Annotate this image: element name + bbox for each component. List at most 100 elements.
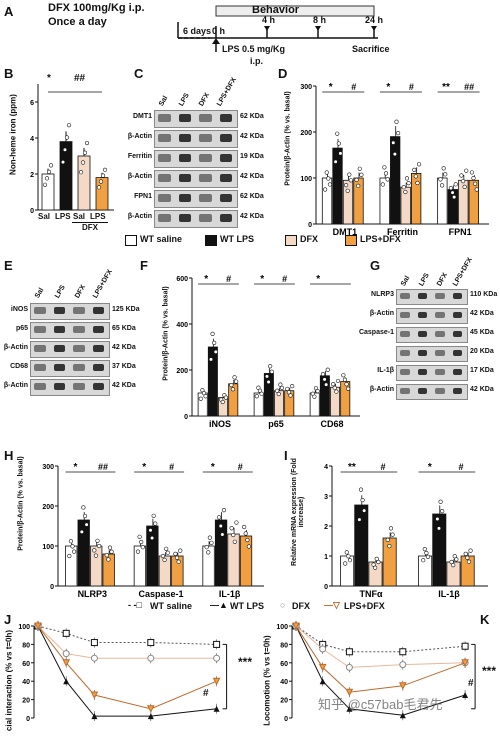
point-lps	[319, 678, 326, 685]
data-point	[92, 548, 97, 553]
blot-row	[30, 303, 110, 320]
point-lpsdfx	[62, 659, 71, 667]
panel-b-x4: LPS	[90, 212, 106, 221]
data-point	[106, 557, 111, 562]
blot-kda-label: 42 KDa	[112, 381, 136, 389]
blot-band	[92, 326, 104, 333]
data-point	[356, 183, 361, 188]
data-point	[325, 367, 330, 372]
legend-label-lpsdfx: LPS+DFX	[360, 234, 401, 244]
panel-h-chart: 0 100 200 300 NLRP3 * ## Caspase-1 * # IL-1β * #	[42, 462, 264, 599]
data-point	[424, 550, 429, 556]
panel-k-label: K	[480, 612, 490, 627]
blot-band	[219, 174, 232, 182]
sig-star: *	[260, 274, 264, 285]
y-tick-label: 200	[176, 368, 188, 375]
data-point	[360, 498, 365, 503]
blot-kda-label: 42 KDa	[470, 386, 494, 393]
data-point	[48, 163, 54, 168]
blot-band	[452, 292, 462, 300]
panel-k-chart: 0 20 40 60 80 100	[276, 621, 476, 721]
panel-g-label: G	[370, 258, 381, 273]
data-point	[212, 340, 217, 345]
blot-band	[73, 307, 85, 314]
blot-band	[73, 345, 85, 352]
bar-wt-lps	[146, 525, 159, 587]
point-saline	[147, 639, 155, 647]
sig-star: *	[74, 462, 78, 473]
bar-wt-saline	[133, 545, 147, 587]
data-point	[344, 550, 349, 555]
point-lps	[462, 692, 469, 698]
point-dfx	[319, 645, 327, 653]
data-point	[100, 173, 106, 178]
data-point	[436, 526, 442, 531]
bar-wt-saline	[253, 392, 264, 417]
data-point	[388, 526, 394, 531]
data-point	[359, 172, 364, 177]
y-tick-label: 0	[284, 716, 288, 721]
point-saline	[345, 648, 353, 656]
blot-protein-label: CD68	[10, 362, 28, 370]
point-lps	[213, 705, 220, 712]
series-line	[37, 625, 217, 645]
data-point	[404, 176, 410, 181]
point-lpsdfx	[292, 622, 300, 631]
data-point	[373, 565, 378, 570]
data-point	[278, 382, 283, 387]
blot-row	[154, 210, 238, 228]
legend2-label-dfx: DFX	[292, 601, 310, 611]
data-point	[415, 180, 420, 186]
blot-kda-label: 20 KDa	[470, 348, 494, 355]
blot-kda-label: 62 KDa	[240, 193, 264, 200]
blot-row	[154, 110, 238, 128]
panel-e-lane-2: LPS	[54, 284, 67, 300]
sig-star: *	[329, 82, 333, 93]
blot-kda-label: 42 KDa	[112, 343, 136, 351]
data-point	[246, 544, 252, 549]
blot-band	[219, 114, 232, 122]
data-point	[439, 183, 445, 188]
legend2-marker-saline: - -□	[128, 600, 142, 610]
data-point	[176, 559, 181, 564]
panel-b-sig-star: *	[47, 73, 51, 84]
blot-row	[30, 379, 110, 396]
data-point	[290, 384, 295, 389]
data-point	[234, 520, 239, 525]
blot-row	[30, 322, 110, 339]
point-saline	[90, 639, 98, 647]
data-point	[422, 546, 427, 552]
data-point	[107, 545, 113, 550]
y-tick-label: 0	[184, 414, 188, 421]
point-saline	[213, 640, 221, 648]
blot-kda-label: 62 KDa	[240, 113, 264, 120]
bar-wt-saline	[418, 555, 433, 587]
data-point	[341, 373, 346, 378]
data-point	[334, 389, 339, 394]
point-lps	[63, 678, 70, 685]
data-point	[327, 182, 333, 187]
bar-lps-dfx	[382, 537, 397, 587]
data-point	[285, 386, 290, 392]
bar-wt-lps	[447, 189, 458, 225]
data-point	[204, 545, 209, 550]
blot-band	[178, 214, 191, 222]
y-tick-label: 0	[324, 584, 328, 591]
bar-wt-lps	[214, 519, 228, 587]
blot-band	[219, 154, 232, 162]
data-point	[471, 176, 476, 181]
blot-protein-label: β-Actin	[127, 133, 152, 140]
data-point	[383, 171, 389, 176]
panel-h-ylabel: Protein/β-Actin (% vs. basal)	[17, 456, 25, 551]
y-tick-label: 0	[26, 716, 30, 721]
data-point	[84, 522, 89, 527]
blot-band	[92, 307, 104, 314]
data-point	[46, 169, 52, 174]
panel-b-group: DFX	[82, 223, 98, 232]
data-point	[344, 183, 349, 188]
data-point	[460, 179, 466, 184]
y-tick-label: 0	[50, 584, 54, 591]
data-point	[385, 177, 390, 182]
panel-e-label: E	[4, 258, 13, 273]
point-saline	[399, 648, 407, 656]
